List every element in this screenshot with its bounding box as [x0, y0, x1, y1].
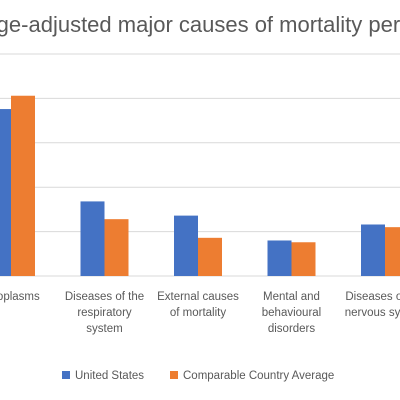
bar-united-states-diseases-of-the-respiratory-system: [80, 201, 105, 276]
bar-united-states-external-causes-of-mortality: [174, 215, 198, 276]
chart-legend: United States Comparable Country Average: [0, 366, 400, 386]
legend-swatch-comparable-country-average: [170, 370, 178, 379]
bar-united-states-mental-and-behavioural-disorders: [267, 240, 292, 276]
bar-comparable-country-average-neoplasms: [11, 95, 35, 277]
x-tick-label-diseases-of-the-respiratory-system: Diseases of the respiratory system: [65, 291, 144, 335]
legend-item-united-states: United States: [62, 366, 144, 386]
bar-united-states-neoplasms: [0, 109, 11, 276]
bar-united-states-diseases-of-the-nervous-system: [361, 224, 385, 276]
x-tick-label-external-causes-of-mortality: External causes of mortality: [157, 291, 239, 319]
legend-item-comparable-country-average: Comparable Country Average: [170, 366, 334, 386]
bar-comparable-country-average-diseases-of-the-respiratory-system: [104, 219, 129, 276]
x-tick-label-mental-and-behavioural-disorders: Mental and behavioural disorders: [262, 291, 321, 335]
x-tick-label-neoplasms: Neoplasms: [0, 291, 40, 303]
x-tick-label-diseases-of-the-nervous-system: Diseases of thenervous system: [345, 291, 400, 319]
bar-comparable-country-average-external-causes-of-mortality: [198, 237, 222, 276]
bar-comparable-country-average-diseases-of-the-nervous-system: [385, 227, 400, 276]
bar-comparable-country-average-mental-and-behavioural-disorders: [291, 242, 316, 276]
chart-title: Age-adjusted major causes of mortality p…: [0, 12, 400, 37]
legend-label-united-states: United States: [75, 370, 145, 382]
legend-label-comparable-country-average: Comparable Country Average: [183, 370, 335, 382]
legend-swatch-united-states: [62, 370, 70, 379]
